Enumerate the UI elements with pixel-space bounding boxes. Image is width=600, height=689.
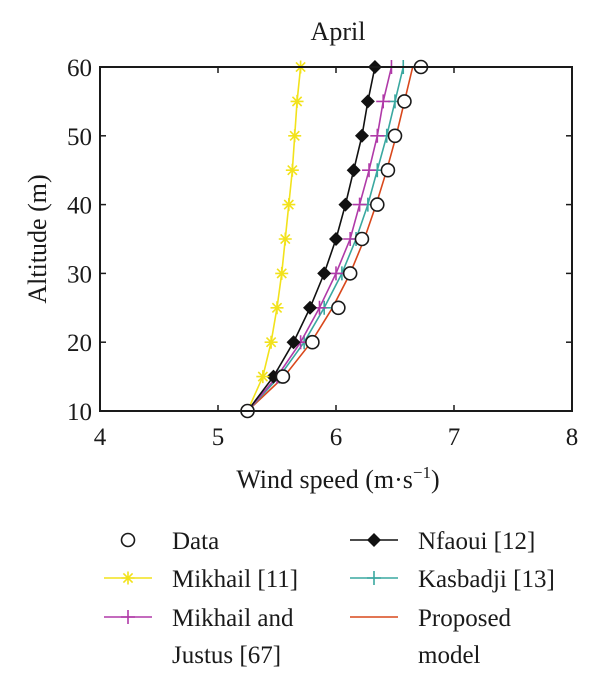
data-point (370, 128, 385, 143)
legend: Data Mikhail [11] Mikhail and Justus [67] Nf… (104, 528, 555, 669)
data-point (380, 162, 396, 178)
y-tick-label: 20 (67, 330, 92, 357)
y-axis-ticks: 10 20 30 40 50 60 (67, 55, 572, 426)
data-point (376, 94, 391, 109)
data-point (286, 335, 301, 350)
legend-label: Kasbadji [13] (418, 566, 555, 593)
data-point (278, 232, 292, 246)
y-tick-label: 60 (67, 55, 92, 82)
legend-marker (367, 533, 381, 547)
legend-marker (367, 571, 381, 585)
data-point (352, 197, 367, 212)
legend-entry-kasbadji-13: Kasbadji [13] (350, 566, 555, 593)
x-axis-label-main: Wind speed (m·s (236, 465, 413, 494)
data-point (369, 197, 385, 212)
chart-title: April (311, 17, 366, 46)
legend-marker (120, 532, 136, 548)
legend-entry-mikhail-11: Mikhail [11] (104, 566, 298, 593)
legend-label: Mikhail [11] (172, 566, 298, 593)
data-point (275, 266, 289, 280)
x-axis-label-superscript: −1 (413, 463, 431, 482)
data-point (360, 94, 375, 109)
legend-marker (121, 571, 135, 585)
series-line (246, 66, 393, 412)
x-tick-label: 7 (448, 424, 461, 451)
y-tick-label: 40 (67, 193, 92, 220)
data-point (331, 300, 346, 316)
data-point (346, 163, 361, 178)
x-tick-label: 6 (330, 424, 343, 451)
data-point (342, 266, 358, 281)
data-point (317, 266, 332, 281)
x-axis-label-suffix: ) (431, 465, 440, 494)
legend-label: Mikhail and (172, 605, 294, 632)
legend-label: Data (172, 528, 219, 555)
data-point (303, 300, 318, 315)
legend-label-line2: Justus [67] (172, 642, 281, 669)
data-point (354, 231, 370, 247)
data-point (305, 334, 320, 350)
legend-label: Proposed (418, 605, 512, 632)
x-axis-label: Wind speed (m·s−1) (236, 463, 439, 494)
data-point (387, 128, 403, 144)
series-mikhail-and (240, 60, 399, 418)
x-tick-label: 4 (94, 424, 107, 451)
series-mikhail-11 (241, 60, 308, 418)
data-point (288, 129, 302, 143)
y-tick-label: 50 (67, 124, 92, 151)
legend-label: Nfaoui [12] (418, 528, 535, 555)
data-point (264, 335, 278, 349)
y-axis-label: Altitude (m) (23, 174, 52, 303)
data-point (285, 163, 299, 177)
legend-marker (121, 610, 135, 624)
legend-entry-data: Data (120, 528, 219, 555)
y-tick-label: 10 (67, 399, 92, 426)
x-tick-label: 8 (566, 424, 579, 451)
series-nfaoui-12 (240, 60, 382, 418)
data-point (256, 370, 270, 384)
legend-entry-nfaoui-12: Nfaoui [12] (350, 528, 535, 555)
plot-series (240, 59, 429, 419)
data-point (275, 369, 291, 384)
data-point (329, 232, 343, 246)
x-tick-label: 5 (212, 424, 225, 451)
data-point (362, 163, 377, 178)
data-point (397, 94, 412, 109)
data-point (270, 301, 284, 315)
data-point (290, 94, 304, 108)
data-point (282, 198, 296, 212)
data-point (329, 266, 343, 281)
data-point (338, 197, 353, 212)
data-point (354, 128, 369, 143)
legend-label-line2: model (418, 642, 481, 669)
y-tick-label: 30 (67, 261, 92, 288)
legend-entry-mikhail-and: Mikhail and Justus [67] (104, 605, 294, 669)
x-axis-ticks: 4 5 6 7 8 (94, 67, 579, 451)
legend-entry-proposed: Proposed model (350, 605, 512, 669)
